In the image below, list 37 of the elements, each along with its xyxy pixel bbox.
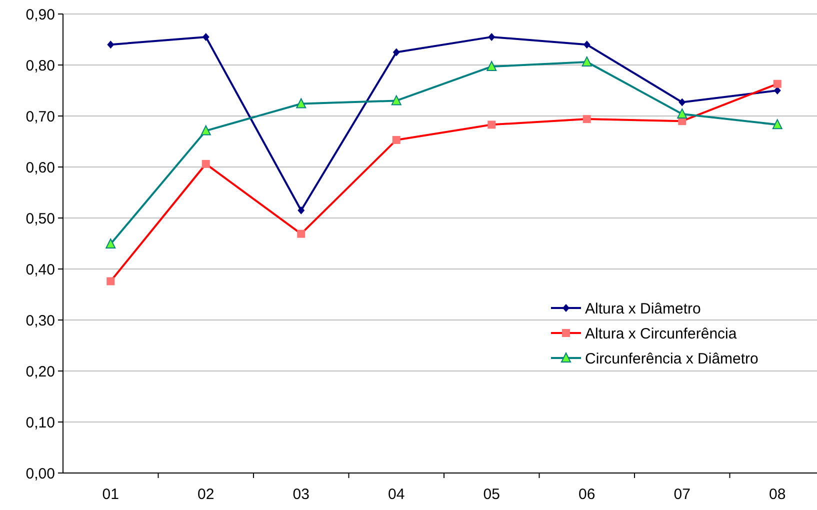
x-tick-label: 01 (102, 486, 119, 503)
legend-label: Altura x Circunferência (585, 325, 738, 342)
y-tick-label: 0,40 (26, 261, 55, 278)
point (392, 48, 400, 56)
y-tick-label: 0,90 (26, 6, 55, 24)
x-tick-label: 04 (388, 486, 405, 503)
legend-label: Altura x Diâmetro (585, 300, 701, 318)
point (200, 125, 211, 136)
y-tick-label: 0,20 (26, 363, 55, 380)
x-tick-label: 02 (198, 486, 214, 503)
point (488, 32, 496, 41)
point (583, 40, 590, 49)
y-tick-label: 0,70 (26, 108, 55, 126)
x-tick-label: 05 (483, 486, 500, 503)
y-tick-label: 0,30 (26, 312, 55, 330)
point (677, 108, 688, 118)
point (391, 95, 402, 106)
legend-label: Circunferência x Diâmetro (585, 350, 758, 368)
point (202, 32, 210, 41)
x-tick-label: 07 (674, 486, 690, 503)
point (106, 238, 116, 249)
y-tick-label: 0,60 (26, 159, 55, 176)
x-tick-label: 06 (578, 486, 596, 503)
point (107, 40, 114, 49)
y-tick-label: 0,50 (26, 210, 55, 228)
point (772, 119, 782, 130)
x-tick-label: 03 (292, 486, 310, 503)
y-tick-label: 0,10 (26, 414, 55, 432)
y-tick-label: 0,00 (26, 465, 55, 482)
point (298, 206, 305, 214)
point (486, 61, 497, 72)
point (582, 56, 592, 66)
point (774, 86, 781, 94)
point (678, 98, 686, 106)
point (296, 98, 306, 108)
y-tick-label: 0,80 (26, 57, 55, 74)
x-tick-label: 08 (769, 486, 786, 503)
